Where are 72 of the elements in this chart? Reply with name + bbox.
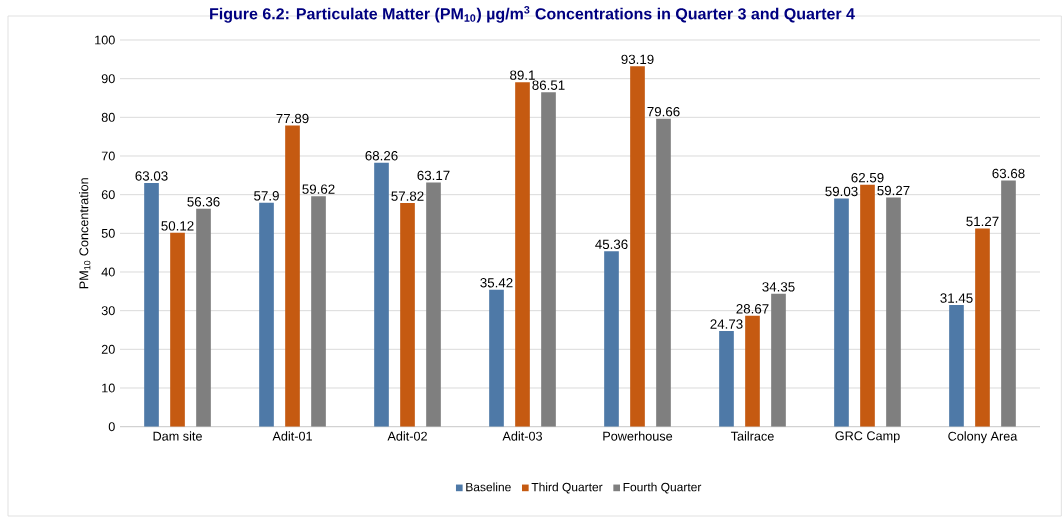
data-label: 35.42 <box>480 278 513 288</box>
data-label: 51.27 <box>966 216 999 227</box>
bar <box>144 183 159 427</box>
chart-title: Figure 6.2: Particulate Matter (PM$_{10}$) µg/m$^{3}$ Concentrations in Quarter 3 and Quarter 4 <box>210 6 855 23</box>
y-tick-label: 40 <box>101 267 115 277</box>
bar <box>311 196 326 427</box>
data-label: 68.26 <box>365 151 398 161</box>
bar <box>400 203 415 427</box>
data-label: 45.36 <box>595 239 628 250</box>
x-tick-label: Adit-02 <box>387 431 427 441</box>
x-tick-label: Colony Area <box>948 431 1018 444</box>
y-tick-label: 100 <box>95 35 115 45</box>
legend-label: Baseline <box>466 482 511 492</box>
y-tick-label: 50 <box>101 229 115 238</box>
data-label: 63.68 <box>992 168 1025 179</box>
bar <box>975 228 990 427</box>
y-tick-label: 0 <box>108 422 115 432</box>
bar <box>285 125 300 427</box>
y-tick-label: 70 <box>101 151 115 161</box>
data-label: 86.51 <box>532 80 565 91</box>
x-tick-label: Dam site <box>153 431 202 441</box>
y-axis-title: PM$_{10}$ Concentration <box>79 178 91 289</box>
bar <box>604 251 619 427</box>
data-label: 59.03 <box>825 186 858 197</box>
data-label: 56.36 <box>187 197 220 207</box>
bar <box>541 92 556 427</box>
data-label: 77.89 <box>276 113 309 124</box>
bar <box>745 315 760 427</box>
y-tick-label: 60 <box>101 190 115 200</box>
data-label: 63.17 <box>417 170 450 181</box>
bar <box>426 182 441 427</box>
data-label: 63.03 <box>135 171 168 181</box>
legend-label: Third Quarter <box>531 482 603 494</box>
bar <box>196 208 211 427</box>
x-tick-label: Powerhouse <box>603 431 673 441</box>
data-label: 59.27 <box>877 185 910 196</box>
data-label: 93.19 <box>621 54 654 65</box>
data-label: 89.1 <box>510 70 535 81</box>
bar <box>771 294 786 427</box>
bar <box>1001 180 1016 427</box>
y-tick-label: 10 <box>102 383 115 393</box>
data-label: 59.62 <box>302 184 335 195</box>
bar <box>656 118 671 427</box>
x-tick-label: Adit-01 <box>272 431 312 441</box>
bar <box>259 202 274 427</box>
legend-label: Fourth Quarter <box>623 482 702 494</box>
data-label: 34.35 <box>762 282 795 292</box>
bar <box>860 184 875 427</box>
x-tick-label: Tailrace <box>730 431 774 441</box>
data-label: 28.67 <box>736 304 769 314</box>
bar <box>489 289 504 427</box>
bar <box>949 305 964 427</box>
y-tick-label: 30 <box>101 306 115 316</box>
data-label: 24.73 <box>710 319 743 329</box>
data-label: 57.82 <box>391 191 424 201</box>
y-tick-label: 20 <box>101 345 115 354</box>
x-tick-label: GRC Camp <box>835 431 900 444</box>
bar <box>834 198 849 427</box>
bar <box>374 162 389 427</box>
y-tick-label: 90 <box>101 74 115 84</box>
bar <box>170 233 185 427</box>
bar <box>515 82 530 427</box>
data-label: 62.59 <box>851 173 884 183</box>
data-label: 31.45 <box>940 293 973 303</box>
data-label: 57.9 <box>254 191 279 201</box>
bar <box>886 197 901 427</box>
bar <box>719 331 734 427</box>
x-tick-label: Adit-03 <box>502 431 542 441</box>
y-tick-label: 80 <box>101 113 115 122</box>
data-label: 50.12 <box>161 221 194 231</box>
data-label: 79.66 <box>647 107 680 117</box>
bar <box>630 66 645 427</box>
